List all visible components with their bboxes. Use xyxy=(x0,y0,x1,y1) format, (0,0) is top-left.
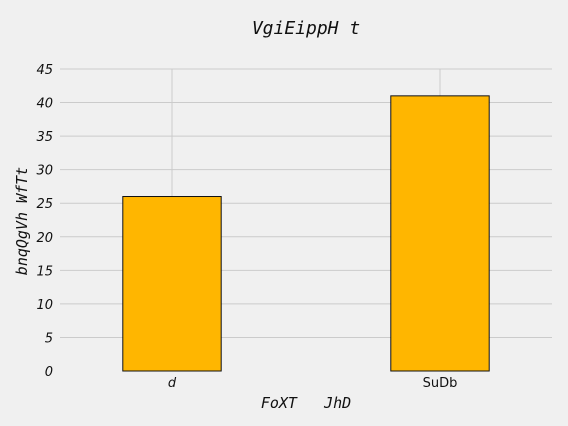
bars xyxy=(122,95,490,372)
y-tick-labels: 0 5 10 15 20 25 30 35 40 45 xyxy=(36,63,53,380)
y-tick-label: 30 xyxy=(36,164,53,179)
chart-title: VgiEippH t xyxy=(252,18,360,39)
y-tick-label: 35 xyxy=(36,130,53,145)
x-tick-label: d xyxy=(168,376,177,391)
y-tick-label: 10 xyxy=(36,298,53,313)
y-tick-label: 5 xyxy=(45,331,53,346)
x-axis-label: FoXT JhD xyxy=(261,394,351,412)
y-tick-label: 45 xyxy=(36,63,53,78)
y-tick-label: 25 xyxy=(36,197,53,212)
y-tick-label: 40 xyxy=(36,97,53,112)
y-tick-label: 20 xyxy=(36,231,53,246)
bar-d xyxy=(122,196,222,372)
y-tick-label: 0 xyxy=(45,365,53,380)
x-tick-label: SuDb xyxy=(423,376,458,391)
y-tick-label: 15 xyxy=(36,264,53,279)
x-tick-labels: d SuDb xyxy=(168,376,458,391)
y-axis-label: bnqQgVh WfTt xyxy=(13,167,31,275)
bar-SuDb xyxy=(390,95,490,372)
